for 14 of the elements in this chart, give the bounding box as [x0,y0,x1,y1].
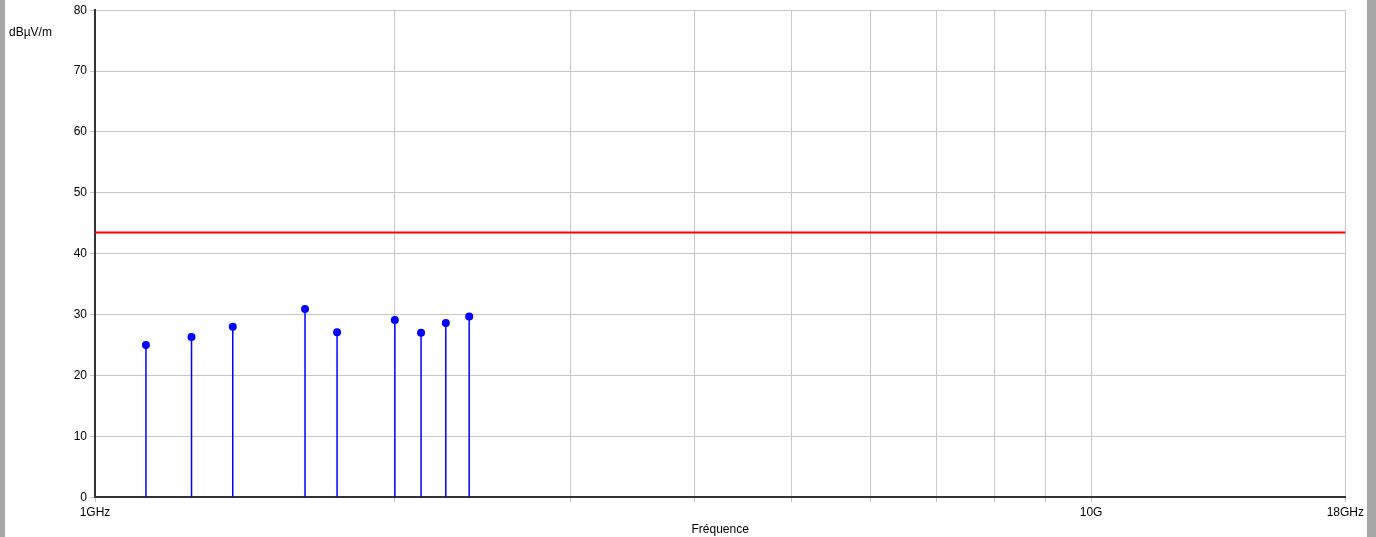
x-tick-label: 10G [1079,504,1103,519]
y-axis-title: dBµV/m [9,25,52,40]
y-tick-label: 60 [73,124,88,139]
x-tick-label: 1GHz [79,504,111,519]
y-tick-label: 70 [73,63,88,78]
y-tick-label: 30 [73,306,88,321]
y-tick-label: 20 [73,367,88,382]
x-axis-title: Fréquence [691,522,750,537]
y-tick-label: 80 [73,2,88,17]
y-tick-label: 10 [73,428,88,443]
y-tick-label: 50 [73,185,88,200]
x-tick-label: 18GHz [1326,504,1365,519]
y-tick-label: 40 [73,246,88,261]
y-tick-label: 0 [80,489,88,504]
